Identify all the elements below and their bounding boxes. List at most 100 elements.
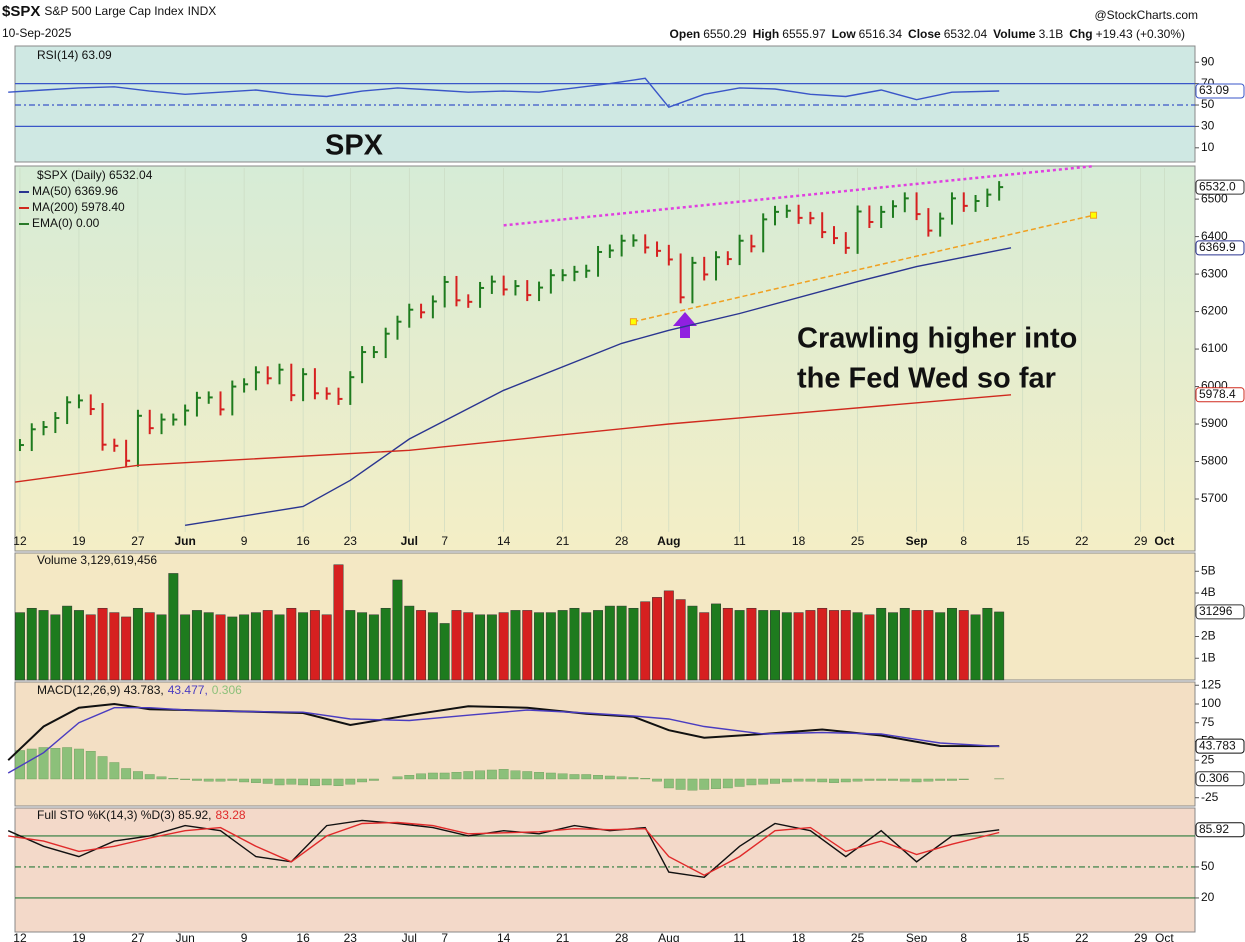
x-tick-label: 11	[733, 534, 746, 548]
volume-bar	[569, 607, 580, 681]
end-label: 31296	[1199, 604, 1233, 618]
histogram-bar	[958, 778, 969, 780]
volume-bar	[298, 612, 309, 681]
end-label-box	[1195, 179, 1245, 195]
volume-bar	[262, 610, 273, 681]
histogram-bar	[923, 778, 934, 782]
volume-bar	[14, 612, 25, 681]
volume-bar	[770, 610, 780, 681]
volume-bar	[675, 599, 686, 681]
index-name: S&P 500 Large Cap Index	[44, 4, 183, 18]
y-tick-label: 6400	[1201, 229, 1228, 243]
histogram-bar	[498, 769, 509, 780]
annotation: SPX	[325, 130, 384, 162]
volume-bar	[758, 610, 769, 681]
quote-label: Volume	[993, 27, 1036, 41]
x-tick-label: 12	[13, 931, 27, 942]
histogram-bar	[510, 770, 521, 780]
volume-bar	[380, 607, 391, 681]
x-tick-label: 14	[497, 534, 511, 548]
quote-value: 6516.34	[859, 27, 903, 41]
histogram-bar	[15, 750, 25, 780]
y-tick-label: 6300	[1201, 266, 1228, 280]
quote-label: Low	[832, 27, 857, 41]
volume-bar	[970, 614, 981, 681]
legend-entry: EMA(0) 0.00	[32, 216, 100, 230]
volume-bar	[368, 614, 379, 681]
volume-bar	[534, 612, 545, 681]
price-panel	[14, 165, 1196, 552]
x-tick-label: 16	[296, 534, 310, 548]
histogram-bar	[392, 776, 403, 780]
volume-bar	[180, 614, 191, 681]
y-tick-label: 20	[1201, 890, 1215, 904]
y-tick-label: 5B	[1201, 563, 1216, 577]
symbol: $SPX	[2, 3, 40, 20]
x-tick-label: Jun	[175, 931, 194, 942]
exchange: INDX	[188, 4, 217, 18]
histogram-bar	[97, 756, 108, 780]
histogram-bar	[85, 751, 96, 780]
arrow	[673, 312, 697, 338]
x-tick-label: 21	[556, 534, 570, 548]
volume-bar	[286, 607, 297, 681]
x-tick-label: 22	[1075, 931, 1089, 942]
y-tick-label: 75	[1201, 715, 1215, 729]
y-tick-label: 4B	[1201, 585, 1216, 599]
y-tick-label: 100	[1201, 696, 1221, 710]
histogram-bar	[593, 775, 603, 780]
panel-title: $SPX (Daily) 6532.04	[37, 168, 153, 182]
x-tick-label: 8	[960, 534, 967, 548]
volume-bar	[85, 614, 96, 681]
histogram-bar	[711, 778, 721, 789]
histogram-bar	[203, 778, 214, 782]
source: @StockCharts.com	[1094, 8, 1198, 22]
volume-bar	[250, 612, 261, 681]
histogram-bar	[758, 778, 769, 785]
volume-bar	[557, 610, 568, 681]
volume-bar	[451, 610, 462, 681]
histogram-bar	[876, 778, 887, 781]
volume-bar	[663, 590, 674, 681]
end-label-box	[1195, 387, 1245, 403]
histogram-bar	[805, 778, 816, 782]
date: 10-Sep-2025	[2, 26, 72, 40]
x-tick-label: 28	[615, 931, 629, 942]
histogram-bar	[545, 772, 556, 780]
volume-bar	[876, 607, 887, 681]
histogram-bar	[557, 773, 568, 780]
series-line	[7, 707, 1000, 774]
quote-value: 6555.97	[782, 27, 826, 41]
volume-bar	[486, 614, 497, 681]
end-label: 6369.9	[1199, 240, 1236, 254]
histogram-bar	[50, 748, 61, 780]
histogram-bar	[722, 778, 733, 789]
volume-bar	[899, 607, 910, 681]
volume-bar	[805, 610, 816, 681]
y-tick-label: 2B	[1201, 629, 1216, 643]
histogram-bar	[404, 775, 415, 780]
x-tick-label: Aug	[658, 931, 679, 942]
histogram-bar	[463, 771, 474, 780]
legend-entry: MA(50) 6369.96	[32, 184, 118, 198]
histogram-bar	[699, 778, 710, 790]
y-tick-label: 5700	[1201, 491, 1228, 505]
end-label-box	[1195, 240, 1245, 256]
histogram-bar	[829, 778, 839, 783]
volume-bar	[392, 579, 403, 681]
title-part: MACD(12,26,9) 43.783,	[37, 683, 164, 697]
volume-bar	[404, 605, 415, 681]
x-tick-label: 27	[131, 534, 145, 548]
y-tick-label: 30	[1201, 119, 1215, 133]
histogram-bar	[168, 778, 179, 780]
histogram-bar	[345, 778, 356, 785]
histogram-bar	[215, 778, 226, 782]
end-label: 43.783	[1199, 738, 1236, 752]
x-tick-label: 15	[1016, 931, 1030, 942]
y-tick-label: 90	[1201, 54, 1215, 68]
x-tick-label: 8	[960, 931, 967, 942]
volume-bar	[699, 612, 710, 681]
volume-bar	[935, 612, 946, 681]
panel-title: MACD(12,26,9) 43.783, 43.477, 0.306	[37, 683, 242, 697]
volume-bar	[156, 614, 167, 681]
